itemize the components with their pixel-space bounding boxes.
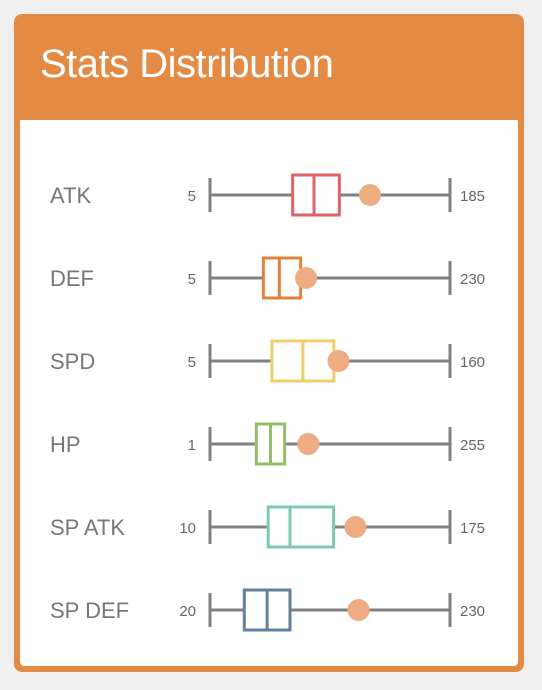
boxplot-chart: ATK 5 185 DEF 5 230 SPD 5 160 HP 1 255 SP ATK 10 175 SP… [50, 173, 485, 632]
stat-label: DEF [50, 266, 94, 291]
quartile-box [261, 256, 303, 300]
stat-label: SP ATK [50, 515, 125, 540]
max-label: 230 [460, 603, 485, 620]
max-label: 230 [460, 271, 485, 288]
mean-dot [327, 350, 350, 372]
quartile-box [266, 505, 336, 549]
mean-dot [295, 267, 317, 289]
mean-dot [347, 599, 370, 621]
min-label: 1 [188, 437, 196, 454]
min-label: 10 [179, 520, 196, 537]
stat-label: ATK [50, 183, 91, 208]
mean-dot [297, 433, 320, 455]
stat-label: HP [50, 432, 81, 457]
mean-dot [344, 516, 367, 538]
max-label: 255 [460, 437, 485, 454]
card-title: Stats Distribution [40, 42, 334, 86]
max-label: 185 [460, 188, 485, 205]
min-label: 5 [188, 271, 196, 288]
max-label: 175 [460, 520, 485, 537]
stat-label: SP DEF [50, 598, 129, 623]
min-label: 20 [179, 603, 196, 620]
min-label: 5 [188, 188, 196, 205]
stats-card: Stats Distribution ATK 5 185 DEF 5 230 SPD 5 160… [14, 14, 524, 672]
stat-label: SPD [50, 349, 95, 374]
mean-dot [359, 184, 381, 206]
min-label: 5 [188, 354, 196, 371]
chart-area: ATK 5 185 DEF 5 230 SPD 5 160 HP 1 255 SP ATK 10 175 SP… [20, 120, 518, 666]
quartile-box [291, 173, 341, 217]
max-label: 160 [460, 354, 485, 371]
